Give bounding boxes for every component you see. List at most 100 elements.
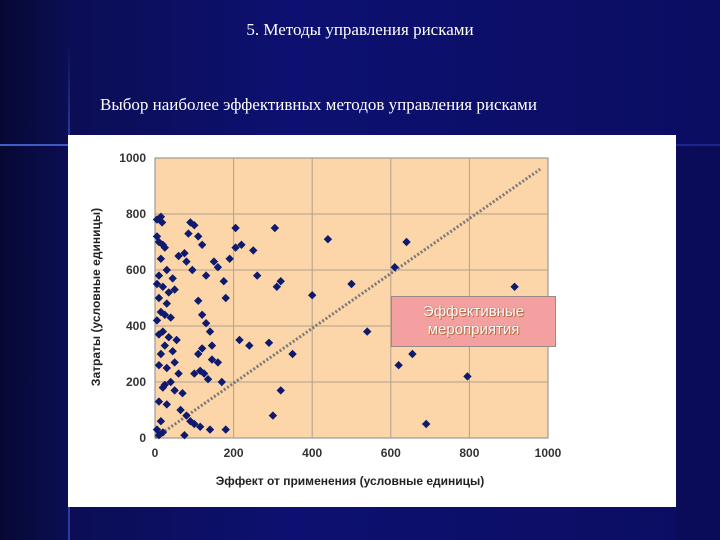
data-point <box>203 375 213 384</box>
data-point <box>156 349 166 359</box>
data-point <box>184 229 193 238</box>
x-tick-label: 800 <box>459 446 479 460</box>
data-point <box>156 307 166 317</box>
data-point <box>154 293 164 303</box>
data-point <box>180 249 189 258</box>
slide-subtitle: Выбор наиболее эффективных методов управ… <box>100 95 537 114</box>
data-point <box>207 355 217 364</box>
y-tick-label: 1000 <box>119 151 146 165</box>
data-point <box>347 279 356 289</box>
data-point <box>288 349 297 359</box>
data-point <box>421 419 431 429</box>
data-point <box>158 383 168 392</box>
data-point <box>270 223 280 233</box>
data-point <box>201 319 211 328</box>
data-point <box>231 243 240 252</box>
data-point <box>245 341 254 350</box>
x-tick-label: 1000 <box>535 446 562 460</box>
y-tick-label: 0 <box>139 431 146 445</box>
data-point <box>156 254 166 263</box>
data-point <box>176 405 185 415</box>
data-point <box>152 232 162 241</box>
y-axis-title: Затраты (условные единицы) <box>89 208 103 386</box>
data-point <box>182 411 191 420</box>
x-tick-label: 200 <box>224 446 244 460</box>
data-point <box>164 288 173 297</box>
data-point <box>157 218 167 227</box>
data-point <box>205 327 215 336</box>
data-point <box>390 263 399 272</box>
data-point <box>154 431 164 440</box>
slide-title: 5. Методы управления рисками <box>246 20 474 39</box>
data-point <box>178 389 187 398</box>
data-point <box>201 271 211 280</box>
data-point <box>194 349 203 359</box>
annotation-line-2: мероприятия <box>427 321 520 338</box>
data-point <box>217 377 227 387</box>
data-point <box>394 361 403 370</box>
data-point <box>180 431 189 440</box>
data-point <box>154 271 164 280</box>
data-point <box>237 240 246 249</box>
data-point <box>252 271 262 280</box>
data-point <box>162 265 171 275</box>
decorative-right-band <box>676 146 720 540</box>
data-point <box>160 341 170 350</box>
data-point <box>408 349 417 359</box>
data-point <box>160 310 170 319</box>
data-point <box>276 386 285 395</box>
data-point <box>168 274 177 283</box>
data-point <box>162 400 171 409</box>
data-point <box>249 246 258 255</box>
data-point <box>172 335 181 345</box>
effective-measures-annotation: Эффективные мероприятия <box>391 296 556 347</box>
data-point <box>162 363 171 373</box>
x-tick-label: 400 <box>302 446 322 460</box>
data-point <box>213 358 223 367</box>
data-point <box>164 333 173 342</box>
data-point <box>197 240 207 249</box>
data-point <box>510 282 519 291</box>
scatter-chart: 0 200 400 600 800 1000 0 200 400 600 800 1000 Эффек… <box>89 151 562 488</box>
data-point <box>231 223 240 233</box>
data-point <box>221 425 230 434</box>
data-point <box>194 296 203 305</box>
data-point <box>195 422 205 431</box>
y-tick-label: 600 <box>126 263 146 277</box>
data-point <box>190 419 199 429</box>
data-point <box>225 254 234 263</box>
y-tick-label: 200 <box>126 375 146 389</box>
data-point <box>166 313 175 322</box>
data-point <box>221 293 230 303</box>
data-point <box>170 358 179 367</box>
data-point <box>158 282 168 291</box>
data-point <box>170 386 179 395</box>
data-point <box>272 282 282 291</box>
data-point <box>190 369 199 378</box>
data-point <box>199 369 209 378</box>
data-point <box>174 369 183 378</box>
data-point <box>152 279 162 289</box>
data-point <box>308 291 317 300</box>
data-point <box>207 341 217 350</box>
data-point <box>170 285 179 294</box>
data-point <box>197 310 207 319</box>
data-point <box>156 417 166 426</box>
data-point <box>205 425 215 434</box>
x-axis-title: Эффект от применения (условные единицы) <box>216 474 485 488</box>
data-point <box>154 330 164 339</box>
data-point <box>174 251 183 261</box>
data-point <box>323 235 333 244</box>
data-point <box>197 344 207 353</box>
data-point <box>166 377 175 387</box>
data-point <box>154 397 164 406</box>
y-tick-label: 800 <box>126 207 146 221</box>
data-point <box>188 265 197 275</box>
data-point <box>194 232 203 241</box>
data-point <box>156 212 166 221</box>
x-tick-label: 600 <box>381 446 401 460</box>
data-point <box>160 243 170 252</box>
y-tick-label: 400 <box>126 319 146 333</box>
data-point <box>264 338 274 347</box>
annotation-line-1: Эффективные <box>422 303 525 320</box>
